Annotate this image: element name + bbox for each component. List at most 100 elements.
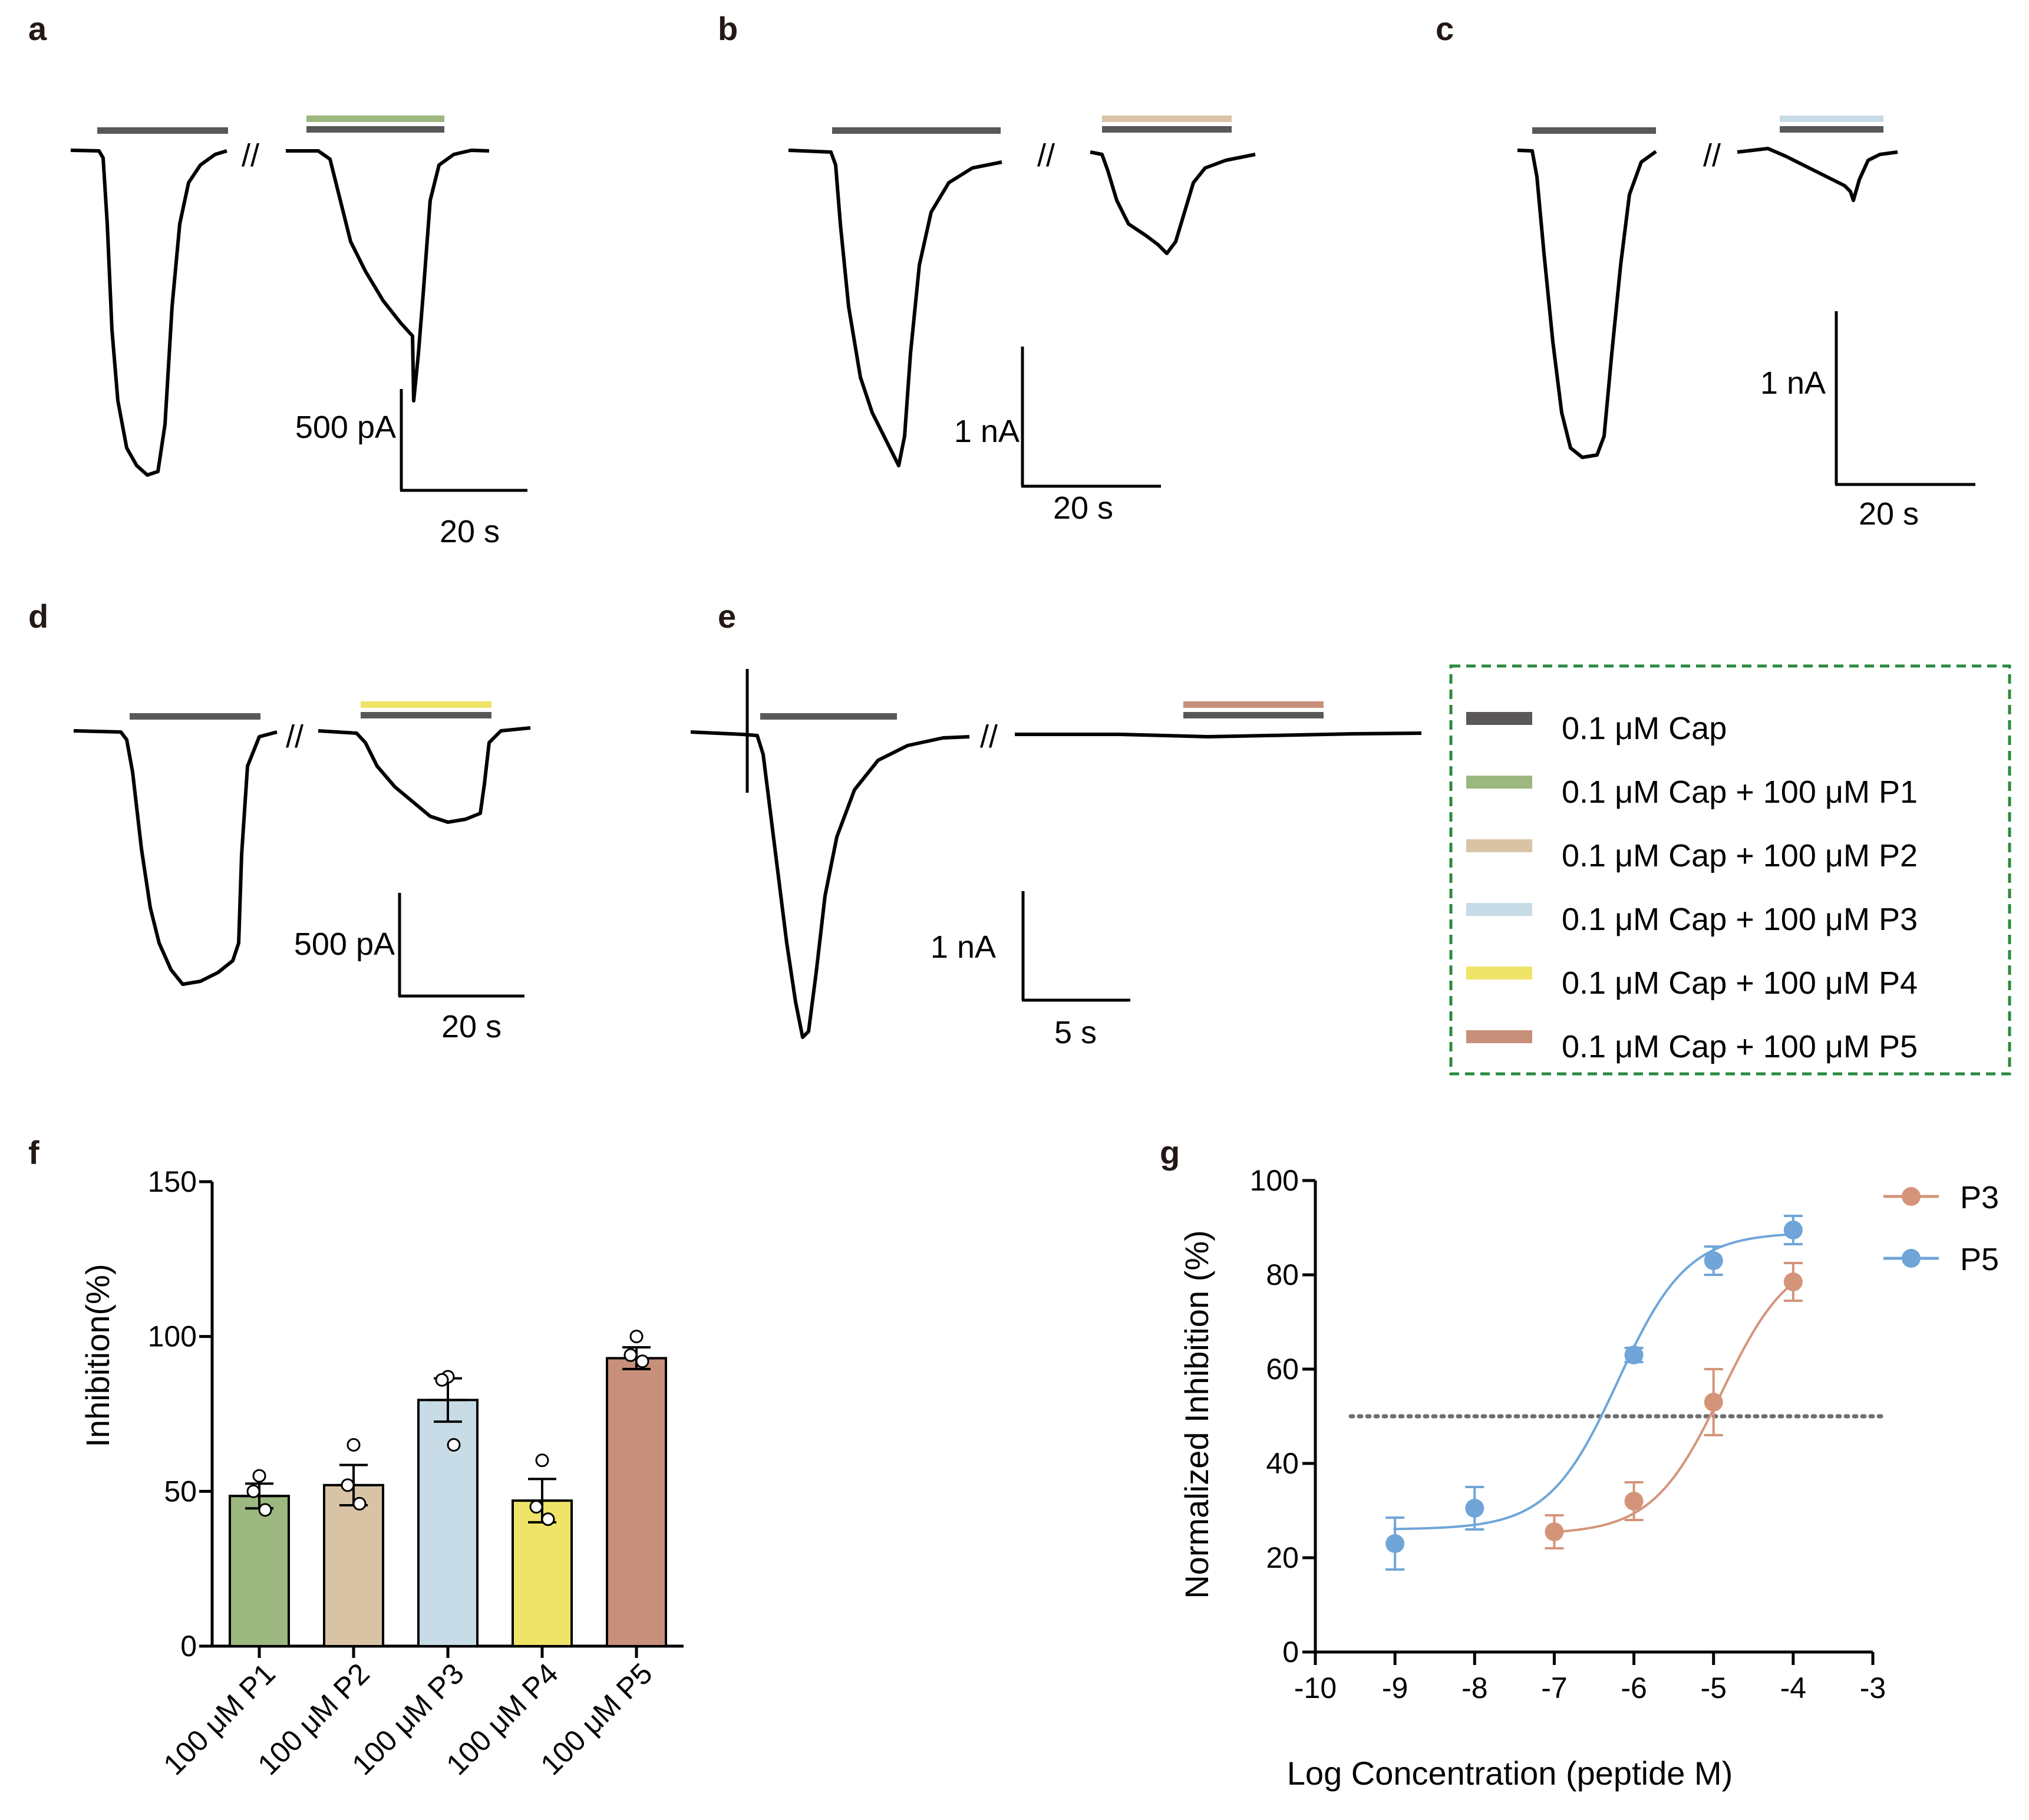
cap-application-bar bbox=[1183, 712, 1324, 718]
legend-label-p4: 0.1 μM Cap + 100 μM P4 bbox=[1562, 965, 1918, 1001]
panel-label-a: a bbox=[28, 10, 47, 47]
legend-border bbox=[1449, 664, 2011, 1076]
bar-5 bbox=[606, 1357, 667, 1647]
panel-e: // 1 nA 5 s bbox=[690, 669, 1422, 1050]
scale-label-time: 20 s bbox=[441, 1009, 502, 1044]
data-point-p5 bbox=[1624, 1346, 1644, 1364]
break-mark: // bbox=[1037, 138, 1055, 173]
legend-swatch-p5 bbox=[1466, 1030, 1532, 1043]
data-point bbox=[629, 1330, 644, 1344]
x-tick-label: -8 bbox=[1461, 1671, 1487, 1704]
x-tick-label: -10 bbox=[1294, 1671, 1337, 1704]
bar-4 bbox=[512, 1499, 573, 1647]
fit-curve-p5 bbox=[1393, 1233, 1794, 1531]
scale-label-current: 500 pA bbox=[295, 410, 396, 445]
cap-application-bar bbox=[361, 712, 491, 718]
data-point-p5 bbox=[1704, 1251, 1723, 1270]
current-trace-control bbox=[70, 149, 227, 477]
scale-label-current: 500 pA bbox=[294, 927, 395, 962]
bar-2 bbox=[323, 1483, 384, 1647]
panel-g-dose-response: Normalized Inhibition (%) Log Concentrat… bbox=[1178, 1164, 1999, 1792]
data-point-p3 bbox=[1783, 1272, 1803, 1291]
data-point-p3 bbox=[1624, 1492, 1644, 1511]
data-point bbox=[447, 1438, 461, 1452]
cap-application-bar bbox=[832, 127, 1001, 134]
legend-label-p3: 0.1 μM Cap + 100 μM P3 bbox=[1562, 902, 1918, 937]
p1-application-bar bbox=[306, 116, 444, 122]
y-axis-title: Normalized Inhibition (%) bbox=[1178, 1230, 1215, 1599]
data-point bbox=[252, 1469, 266, 1483]
break-mark: // bbox=[286, 719, 303, 754]
break-mark: // bbox=[242, 138, 259, 173]
data-point bbox=[535, 1453, 549, 1468]
data-point bbox=[352, 1496, 367, 1511]
cap-application-bar bbox=[130, 713, 260, 720]
y-tick-label: 100 bbox=[1250, 1164, 1299, 1197]
p4-application-bar bbox=[361, 701, 491, 708]
legend-swatch-p3 bbox=[1466, 903, 1532, 916]
panel-label-f: f bbox=[28, 1134, 39, 1171]
data-point-p5 bbox=[1465, 1499, 1484, 1518]
y-tick-label: 60 bbox=[1266, 1353, 1299, 1386]
panel-label-d: d bbox=[28, 598, 48, 635]
cap-application-bar bbox=[306, 126, 444, 133]
legend-label-cap: 0.1 μM Cap bbox=[1562, 711, 1727, 746]
current-trace-p2 bbox=[1090, 150, 1256, 255]
current-trace-control bbox=[788, 149, 1002, 467]
y-tick-label: 100 bbox=[148, 1320, 197, 1353]
x-tick-label: -9 bbox=[1382, 1671, 1408, 1704]
legend-swatch-cap bbox=[1466, 712, 1532, 725]
data-point bbox=[341, 1478, 355, 1492]
data-point-p5 bbox=[1385, 1534, 1405, 1553]
cap-application-bar bbox=[1102, 126, 1232, 133]
cap-application-bar bbox=[97, 127, 228, 134]
legend-swatch-p4 bbox=[1466, 967, 1532, 980]
y-tick-label: 40 bbox=[1266, 1447, 1299, 1480]
current-trace-p1 bbox=[286, 149, 490, 403]
data-point bbox=[258, 1503, 272, 1517]
x-tick-label: -5 bbox=[1700, 1671, 1726, 1704]
y-tick-label: 0 bbox=[1282, 1636, 1299, 1669]
p3-application-bar bbox=[1780, 116, 1883, 122]
scale-label-current: 1 nA bbox=[1760, 365, 1826, 401]
panel-label-e: e bbox=[718, 598, 736, 635]
p2-application-bar bbox=[1102, 116, 1232, 122]
x-tick-label: -7 bbox=[1541, 1671, 1567, 1704]
x-tick-label: -3 bbox=[1860, 1671, 1886, 1704]
x-tick-label: -6 bbox=[1621, 1671, 1647, 1704]
x-axis-title: Log Concentration (peptide M) bbox=[1287, 1755, 1733, 1792]
cap-application-bar bbox=[1780, 126, 1883, 133]
scale-label-time: 20 s bbox=[440, 514, 500, 549]
x-tick-label: -4 bbox=[1780, 1671, 1806, 1704]
y-tick-label: 50 bbox=[164, 1475, 197, 1508]
legend-label-p1: 0.1 μM Cap + 100 μM P1 bbox=[1562, 774, 1918, 810]
panel-d: // 500 pA 20 s bbox=[73, 701, 531, 1044]
panel-label-b: b bbox=[718, 10, 738, 47]
panel-a: // 500 pA 20 s bbox=[70, 116, 527, 549]
legend-swatch-p1 bbox=[1466, 776, 1532, 789]
current-trace-control bbox=[73, 729, 278, 986]
panel-label-g: g bbox=[1160, 1134, 1180, 1171]
bar-1 bbox=[229, 1495, 290, 1648]
current-trace-p5 bbox=[1015, 731, 1422, 738]
current-trace-p4 bbox=[318, 726, 531, 824]
panel-b: // 1 nA 20 s bbox=[788, 116, 1256, 526]
panel-c: // 1 nA 20 s bbox=[1517, 116, 1975, 532]
data-point-p3 bbox=[1545, 1522, 1564, 1541]
cap-application-bar bbox=[760, 713, 897, 720]
data-point bbox=[435, 1373, 449, 1387]
break-mark: // bbox=[1703, 138, 1721, 173]
y-tick-label: 150 bbox=[148, 1165, 197, 1198]
scale-label-time: 20 s bbox=[1053, 490, 1113, 526]
scale-label-time: 20 s bbox=[1859, 496, 1919, 532]
legend-swatch-p2 bbox=[1466, 839, 1532, 852]
legend-label-p2: 0.1 μM Cap + 100 μM P2 bbox=[1562, 838, 1918, 873]
legend-label-p5: 0.1 μM Cap + 100 μM P5 bbox=[1562, 1029, 1918, 1064]
y-tick-label: 20 bbox=[1266, 1541, 1299, 1574]
y-tick-label: 80 bbox=[1266, 1258, 1299, 1291]
data-point bbox=[623, 1348, 638, 1362]
data-point-p5 bbox=[1783, 1221, 1803, 1239]
scale-label-current: 1 nA bbox=[954, 414, 1020, 449]
scale-label-time: 5 s bbox=[1054, 1015, 1097, 1050]
